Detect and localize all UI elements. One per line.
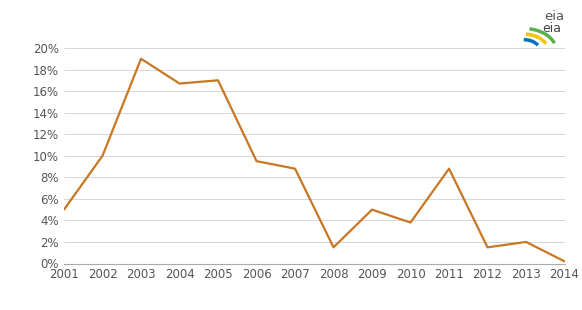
Text: eia: eia <box>542 22 562 35</box>
Text: eia: eia <box>544 10 565 23</box>
